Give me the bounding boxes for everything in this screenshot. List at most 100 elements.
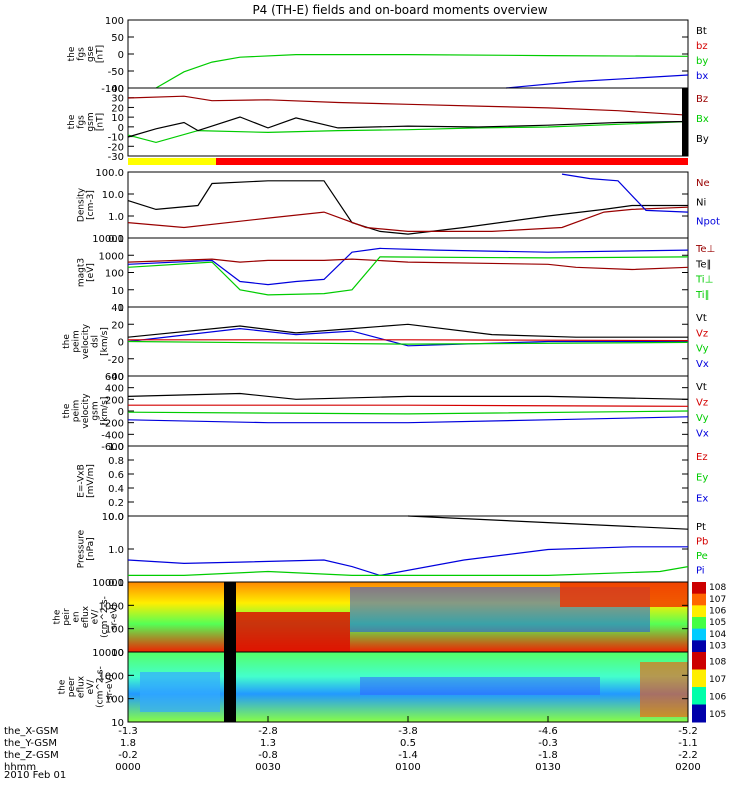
series-Vy [127, 340, 689, 345]
y-tick-label: -40 [108, 372, 124, 383]
x-tick-label: -2.2 [678, 750, 698, 761]
series-Ni [127, 180, 688, 235]
x-tick-label: 1.3 [260, 738, 276, 749]
panel-frame [127, 515, 689, 583]
y-tick-label: 0.1 [108, 578, 124, 589]
x-tick-label: -0.8 [258, 750, 278, 761]
y-tick-label: 1.0 [108, 442, 124, 453]
colorbar-cell [692, 628, 706, 641]
legend-Pe: Pe [696, 551, 708, 562]
y-tick-label: 1000 [99, 601, 124, 612]
colorbar-cell [692, 640, 706, 653]
y-tick-label: -400 [101, 430, 124, 441]
x-tick-label: 0100 [395, 762, 420, 773]
y-axis-label: Pressure [nPa] [76, 529, 96, 568]
y-axis-label-line: [eV] [86, 263, 96, 282]
y-tick-label: 400 [105, 384, 124, 395]
y-tick-label: 20 [111, 320, 124, 331]
y-axis-label-line: gse [86, 46, 96, 62]
legend-Bz: Bz [696, 94, 708, 105]
legend-Te⊥: Te⊥ [695, 244, 715, 255]
series-Npot [561, 173, 689, 213]
colorbar-cell [692, 704, 706, 723]
y-tick-label: 1.0 [108, 545, 124, 556]
series-bx [505, 74, 689, 89]
colorbar-label: 105 [709, 710, 726, 720]
x-tick-label: 0200 [675, 762, 700, 773]
series-Bx [127, 120, 689, 144]
series-Vx [127, 327, 688, 347]
x-tick-label: -0.3 [538, 738, 558, 749]
colorbar-cell [692, 617, 706, 630]
panel-peer_eflux: 108 107 106 105 10000 1000 100 10 the peer eflux eV… [57, 648, 726, 729]
heatmap-cool-region [140, 672, 220, 712]
y-tick-label: 10000 [92, 578, 124, 589]
y-tick-label: -600 [101, 442, 124, 453]
y-tick-label: 10 [111, 286, 124, 297]
data-gap [224, 652, 236, 722]
series-Vt [127, 323, 688, 338]
x-tick-label: -0.2 [118, 750, 138, 761]
date-label: 2010 Feb 01 [4, 770, 66, 781]
y-tick-label: 0 [118, 50, 124, 61]
panel-frame [127, 87, 689, 157]
legend-Ne: Ne [696, 178, 710, 189]
y-axis-label-line: Pressure [76, 529, 86, 568]
y-tick-label: 10000 [92, 648, 124, 659]
legend-Ti∥: Ti∥ [695, 290, 710, 301]
y-tick-label: 10 [111, 113, 124, 124]
y-axis-label-line: fgs [76, 115, 86, 129]
legend-Ni: Ni [696, 197, 706, 208]
legend-Pt: Pt [696, 522, 706, 533]
y-axis-label-line: gsm [86, 112, 96, 131]
y-axis-label-line: peim [72, 400, 82, 423]
y-tick-label: -20 [108, 355, 124, 366]
y-axis-label-line: peim [72, 330, 82, 353]
y-axis-label-line: E=-VxB [76, 464, 86, 498]
series-Vy [127, 410, 689, 415]
legend-Bx: Bx [696, 114, 709, 125]
series-Pe [128, 566, 689, 576]
y-tick-label: 10.0 [102, 512, 124, 523]
panel-pressure: 10.0 1.0 0.1 Pressure [nPa] Pt Pb Pe Pi [76, 512, 708, 589]
heatmap-hot-region [560, 582, 688, 607]
colorbar-label: 104 [709, 630, 726, 640]
panel-density: 100.0 10.0 1.0 0.1 Density [cm-3] Ne Ni Npot [76, 168, 720, 245]
heatmap-hot-region [230, 612, 350, 652]
series-Ti⊥ [127, 247, 689, 286]
y-tick-label: 0.2 [108, 498, 124, 509]
colorbar-label: 108 [709, 657, 726, 667]
colorbar-cell [692, 593, 706, 606]
x-axis-row-label: hhmm [4, 762, 36, 773]
y-axis-label-line: velocity [81, 393, 91, 429]
x-axis-row-label: the_Z-GSM [4, 750, 59, 761]
y-axis-label: Density [cm-3] [76, 187, 96, 222]
colorbar-label: 106 [709, 607, 726, 617]
y-axis-label-line: sr-eV) [105, 674, 115, 700]
legend-Vt: Vt [696, 313, 707, 324]
colorbar-cell [692, 669, 706, 688]
y-axis-label-line: the [62, 334, 72, 349]
x-tick-label: 0.5 [400, 738, 416, 749]
legend-Ey: Ey [696, 473, 708, 484]
legend-By: By [696, 134, 709, 145]
heatmap-hot-region [640, 662, 688, 717]
y-axis-label: the fgs gsm [nT] [67, 112, 106, 131]
series-by [155, 54, 689, 89]
y-axis-label: the peim velocity dsl [km/s] [62, 323, 110, 359]
x-tick-label: 0030 [255, 762, 280, 773]
y-tick-label: -100 [101, 84, 124, 95]
y-axis-label-line: the [67, 114, 77, 129]
colorbar-label: 108 [709, 583, 726, 593]
y-axis-label-line: eV/ [86, 679, 96, 695]
y-axis-label-line: gsm [91, 401, 101, 420]
panel-frame [127, 171, 689, 239]
series-Ne [127, 206, 689, 232]
legend-Ez: Ez [696, 452, 708, 463]
y-axis-label: the peer eflux eV/(cm^2-s-sr-eV) [57, 666, 115, 708]
y-axis-label-line: fgs [76, 47, 86, 61]
